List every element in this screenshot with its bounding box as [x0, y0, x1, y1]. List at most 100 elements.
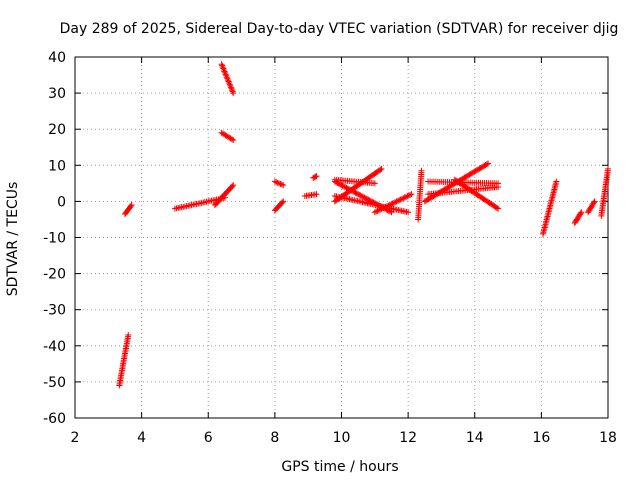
- data-point: [125, 331, 132, 338]
- series-points-12.3h: [415, 167, 425, 223]
- y-axis-label: SDTVAR / TECUs: [5, 182, 21, 297]
- data-point: [218, 61, 225, 68]
- data-point: [355, 191, 362, 198]
- data-point: [605, 165, 611, 172]
- x-tick-label: 12: [399, 430, 417, 446]
- data-point: [230, 182, 237, 189]
- data-point: [483, 161, 490, 168]
- data-point: [347, 186, 354, 193]
- data-point: [279, 199, 286, 206]
- y-tick-label: -40: [43, 339, 66, 355]
- data-point: [271, 178, 278, 185]
- data-point: [390, 199, 397, 206]
- data-point: [378, 205, 385, 212]
- data-point: [220, 65, 227, 72]
- y-tick-label: 30: [48, 86, 66, 102]
- data-point: [385, 202, 392, 209]
- data-point: [345, 186, 352, 193]
- data-point: [371, 180, 378, 187]
- x-tick-label: 2: [71, 430, 80, 446]
- data-point: [371, 209, 378, 216]
- data-point: [418, 167, 425, 174]
- data-points: [116, 61, 611, 389]
- data-point: [401, 194, 408, 201]
- series-track-early-dive: [116, 331, 132, 389]
- data-point: [220, 66, 227, 73]
- data-point: [348, 187, 355, 194]
- data-point: [280, 182, 287, 189]
- data-point: [392, 199, 399, 206]
- data-point: [343, 184, 350, 191]
- data-point: [398, 195, 405, 202]
- data-point: [274, 179, 281, 186]
- data-point: [344, 185, 351, 192]
- series-track-mid-falling: [218, 129, 237, 144]
- data-point: [222, 71, 229, 78]
- y-tick-label: -30: [43, 303, 66, 319]
- y-tick-label: 20: [48, 122, 66, 138]
- data-point: [221, 68, 228, 75]
- grid-lines: [75, 57, 608, 418]
- data-point: [405, 192, 412, 199]
- series-cluster-3.6h: [121, 202, 135, 218]
- data-point: [228, 85, 235, 92]
- data-point: [388, 201, 395, 208]
- series-points-18h: [598, 165, 611, 219]
- data-point: [222, 69, 229, 76]
- data-point: [224, 77, 231, 84]
- data-point: [335, 180, 342, 187]
- data-point: [577, 210, 584, 217]
- data-point: [357, 192, 364, 199]
- data-point: [590, 199, 597, 206]
- data-point: [351, 189, 358, 196]
- x-tick-label: 4: [137, 430, 146, 446]
- data-point: [408, 191, 415, 198]
- series-points-16h: [540, 178, 560, 237]
- data-point: [404, 193, 411, 200]
- x-tick-label: 6: [204, 430, 213, 446]
- data-point: [396, 197, 403, 204]
- data-point: [495, 205, 502, 212]
- data-point: [226, 81, 233, 88]
- series-track-13.4-14.7h-fall: [451, 176, 502, 212]
- data-point: [407, 191, 414, 198]
- x-tick-label: 8: [270, 430, 279, 446]
- data-point: [334, 179, 341, 186]
- data-point: [578, 209, 585, 216]
- y-tick-label: 10: [48, 158, 66, 174]
- axis-ticks: [74, 56, 609, 419]
- data-point: [591, 198, 598, 205]
- data-point: [349, 188, 356, 195]
- x-tick-label: 14: [466, 430, 484, 446]
- series-points-17.5h: [585, 198, 598, 216]
- data-point: [377, 206, 384, 213]
- data-point: [342, 184, 349, 191]
- data-point: [360, 193, 367, 200]
- data-point: [379, 205, 386, 212]
- data-point: [384, 203, 391, 210]
- data-point: [400, 195, 407, 202]
- data-point: [352, 189, 359, 196]
- data-point: [128, 202, 135, 209]
- data-point: [375, 207, 382, 214]
- series-points-17h: [571, 209, 585, 227]
- data-point: [229, 88, 236, 95]
- data-point: [229, 183, 236, 190]
- data-point: [277, 180, 284, 187]
- data-point: [227, 84, 234, 91]
- data-point: [228, 136, 235, 143]
- data-point: [373, 208, 380, 215]
- data-point: [230, 90, 237, 97]
- data-point: [386, 201, 393, 208]
- series-point-9.2h: [310, 173, 320, 181]
- data-point: [273, 179, 280, 186]
- data-point: [358, 193, 365, 200]
- data-point: [280, 198, 287, 205]
- y-tick-label: 40: [48, 50, 66, 66]
- data-point: [313, 191, 320, 198]
- data-point: [331, 178, 338, 185]
- data-point: [405, 209, 412, 216]
- data-point: [394, 197, 401, 204]
- data-point: [225, 78, 232, 85]
